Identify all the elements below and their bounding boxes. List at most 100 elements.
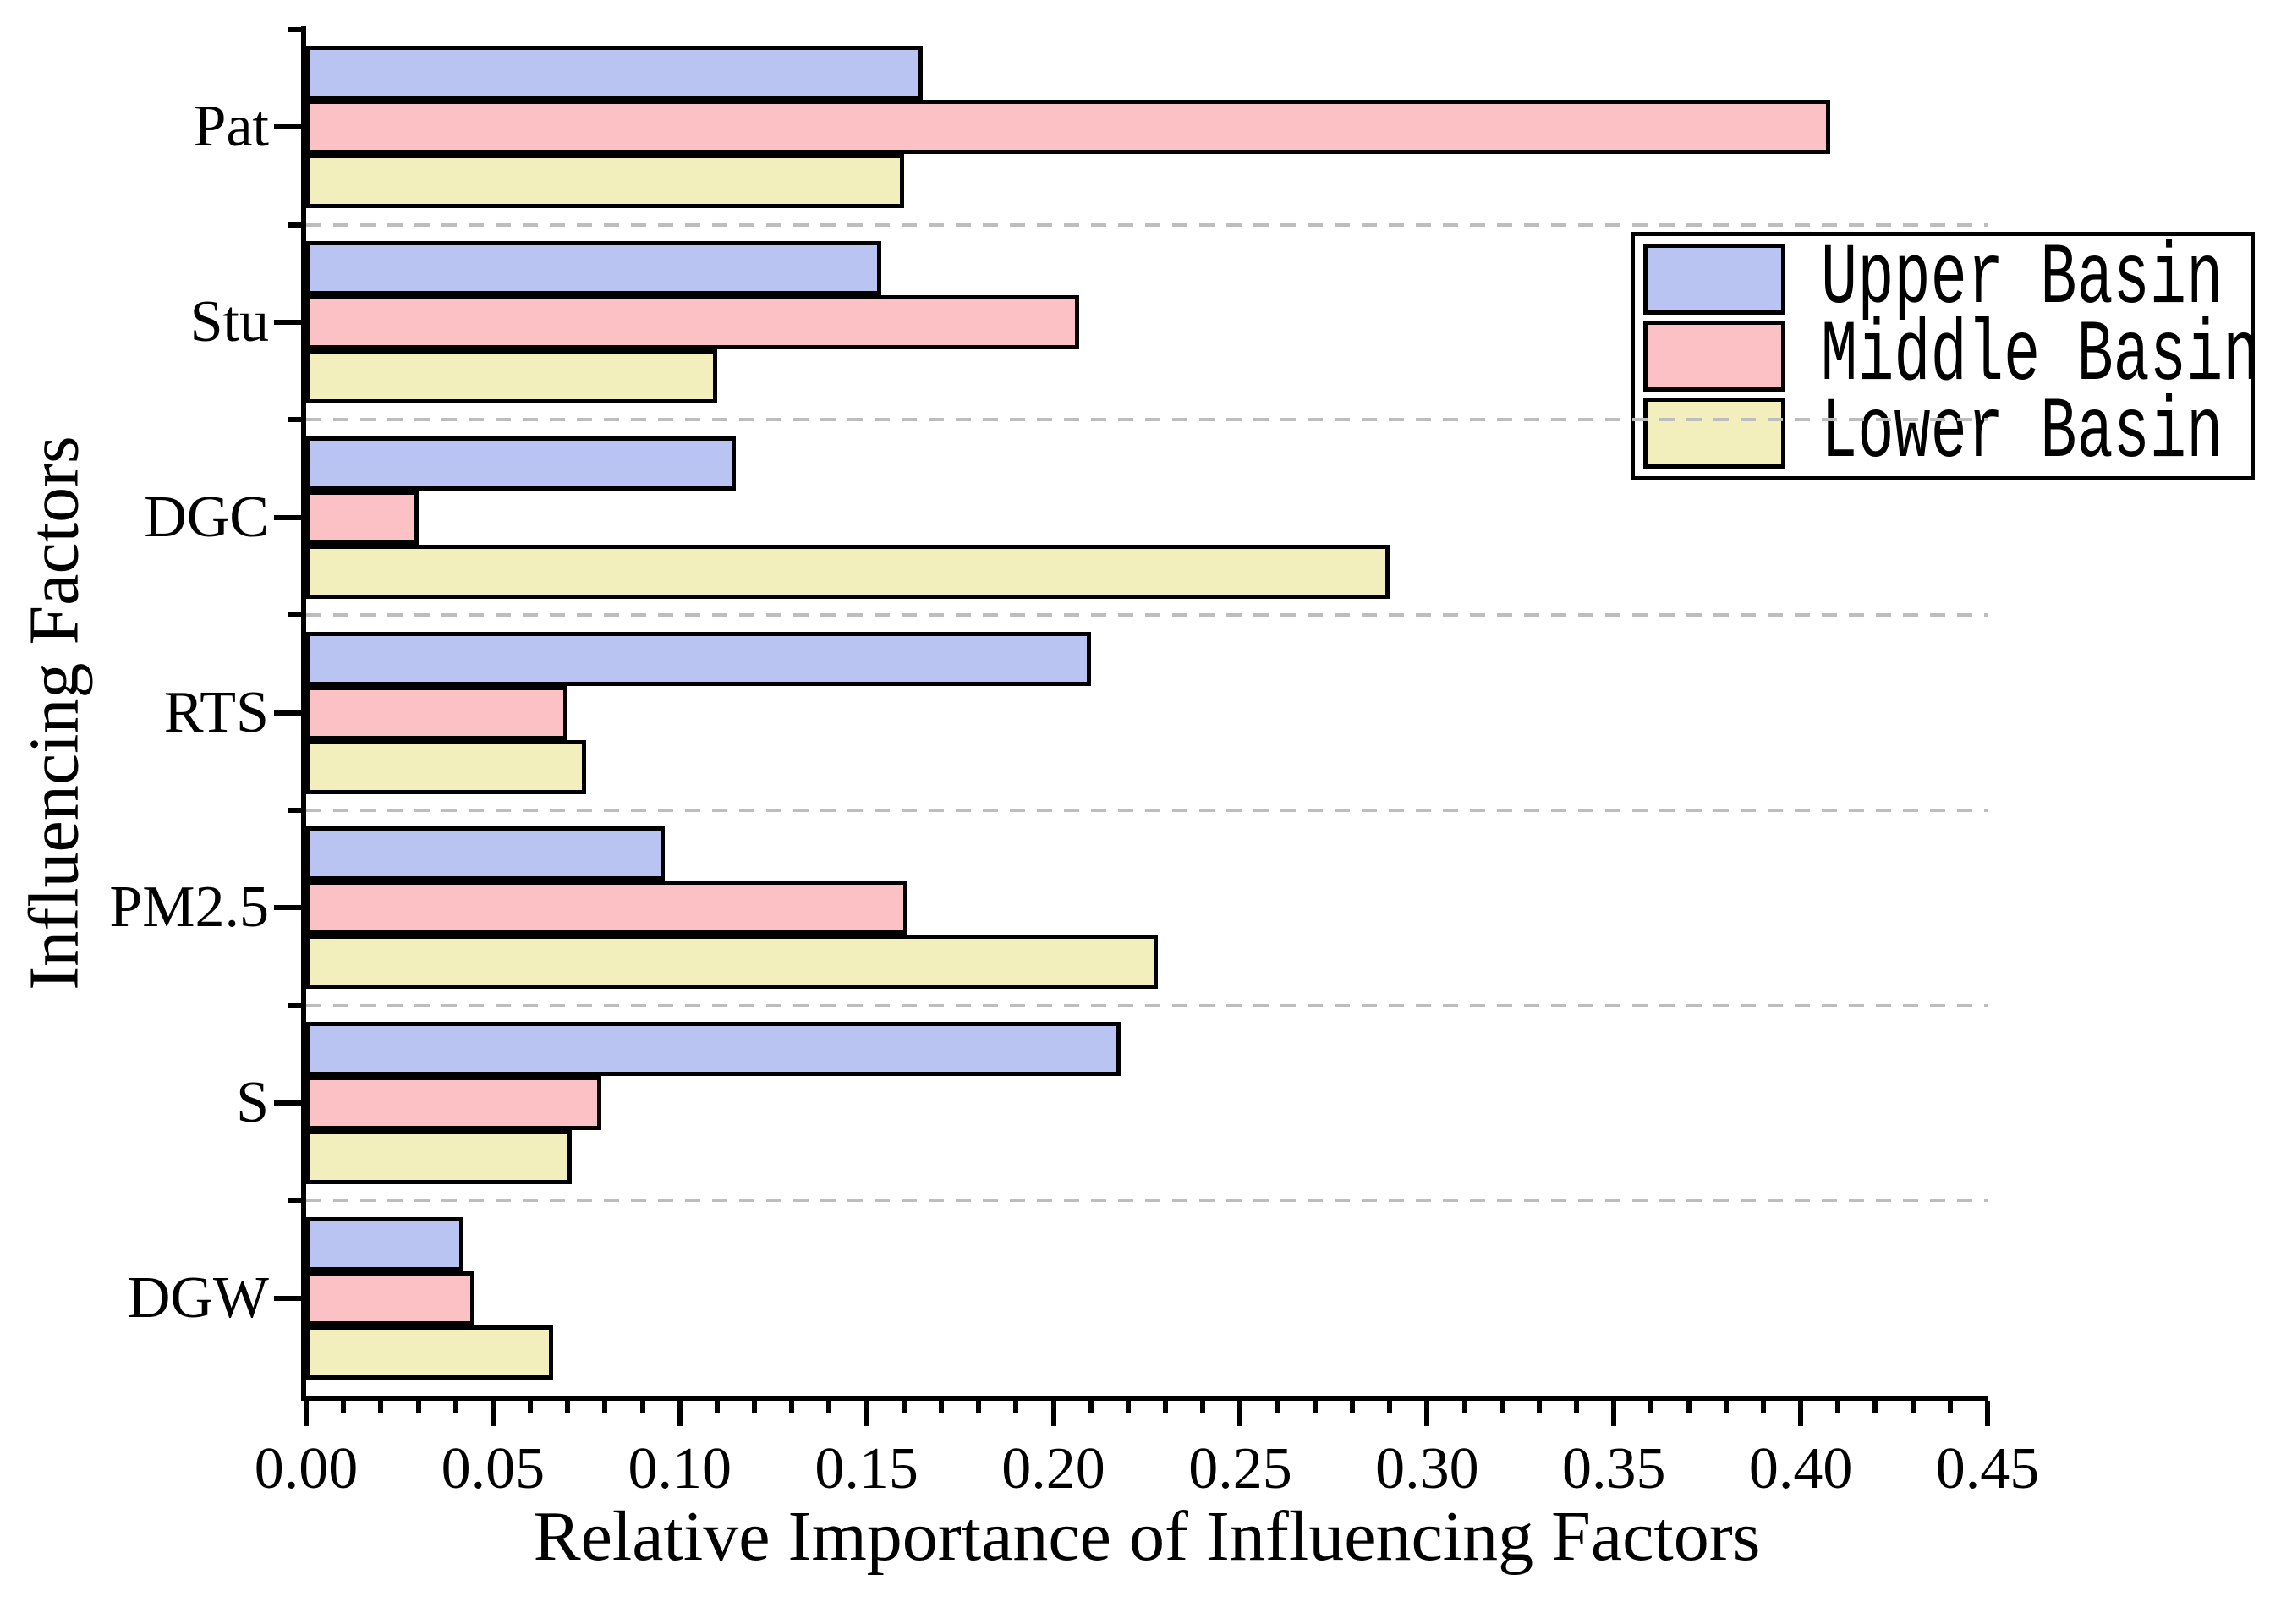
bar-pat-lower-basin [306,154,904,209]
legend-item-upper-basin: Upper Basin [1643,236,2251,322]
x-minor-tick [1648,1401,1654,1413]
x-tick-label: 0.20 [1001,1436,1105,1501]
legend: Upper Basin Middle Basin Lower Basin [1631,232,2259,480]
x-tick-label: 0.15 [814,1436,918,1501]
x-minor-tick [1200,1401,1206,1413]
bar-dgc-middle-basin [306,490,419,545]
bar-dgc-lower-basin [306,544,1390,599]
x-minor-tick [602,1401,608,1413]
y-major-tick [274,1295,301,1301]
x-major-tick [1050,1401,1056,1426]
x-minor-tick [1349,1401,1355,1413]
x-minor-tick [1686,1401,1692,1413]
x-minor-tick [1461,1401,1467,1413]
legend-swatch-middle-basin [1643,321,1785,392]
y-minor-tick [288,222,301,228]
x-minor-tick [1387,1401,1393,1413]
legend-label-upper-basin: Upper Basin [1821,229,2223,329]
bar-dgc-upper-basin [306,436,737,491]
legend-swatch-upper-basin [1643,244,1785,315]
x-tick-label: 0.40 [1748,1436,1853,1501]
bar-s-middle-basin [306,1075,601,1130]
bar-rts-upper-basin [306,631,1091,686]
legend-item-middle-basin: Middle Basin [1643,313,2259,399]
y-major-tick [274,905,301,911]
y-major-tick [274,710,301,716]
x-tick-label: 0.30 [1375,1436,1479,1501]
bar-pat-upper-basin [306,46,923,101]
x-minor-tick [789,1401,795,1413]
y-major-tick [274,514,301,520]
x-minor-tick [1088,1401,1094,1413]
x-tick-label: 0.45 [1935,1436,2040,1501]
x-axis-title: Relative Importance of Influencing Facto… [533,1497,1761,1576]
legend-item-lower-basin: Lower Basin [1643,390,2251,476]
x-major-tick [864,1401,869,1426]
x-major-tick [1798,1401,1804,1426]
x-minor-tick [1872,1401,1878,1413]
x-major-tick [490,1401,496,1426]
gridline [306,1003,1988,1007]
x-minor-tick [752,1401,758,1413]
x-minor-tick [1275,1401,1280,1413]
x-minor-tick [826,1401,832,1413]
x-minor-tick [1723,1401,1729,1413]
x-major-tick [1424,1401,1430,1426]
x-minor-tick [1499,1401,1505,1413]
x-minor-tick [1536,1401,1542,1413]
bar-pm25-upper-basin [306,826,666,881]
y-minor-tick [288,27,301,32]
bar-pat-middle-basin [306,100,1831,155]
x-major-tick [1985,1401,1990,1426]
gridline [306,808,1988,812]
legend-label-lower-basin: Lower Basin [1821,383,2223,483]
x-tick-label: 0.05 [441,1436,546,1501]
y-major-tick [274,1100,301,1106]
category-label-dgc: DGC [144,484,269,550]
legend-swatch-lower-basin [1643,398,1785,469]
x-tick-label: 0.10 [628,1436,732,1501]
x-axis-spine [301,1396,1988,1401]
bar-stu-middle-basin [306,295,1080,350]
y-minor-tick [288,612,301,618]
category-label-dgw: DGW [127,1265,269,1330]
x-minor-tick [714,1401,720,1413]
x-minor-tick [1910,1401,1916,1413]
y-axis-spine [301,26,306,1401]
gridline [306,222,1988,227]
x-major-tick [1611,1401,1617,1426]
x-minor-tick [1013,1401,1019,1413]
bar-dgw-lower-basin [306,1325,553,1380]
category-label-pat: Pat [193,94,269,160]
x-minor-tick [1163,1401,1169,1413]
y-minor-tick [288,1002,301,1008]
x-minor-tick [1125,1401,1131,1413]
bar-s-upper-basin [306,1021,1121,1076]
x-major-tick [677,1401,683,1426]
bar-stu-upper-basin [306,241,882,296]
x-minor-tick [528,1401,534,1413]
x-minor-tick [639,1401,645,1413]
gridline [306,1199,1988,1203]
bar-rts-middle-basin [306,685,568,740]
x-minor-tick [1947,1401,1953,1413]
bar-pm25-lower-basin [306,935,1159,990]
bar-stu-lower-basin [306,349,717,404]
y-minor-tick [288,1198,301,1204]
gridline [306,418,1988,422]
x-minor-tick [1574,1401,1580,1413]
category-label-rts: RTS [163,679,269,745]
x-minor-tick [1835,1401,1841,1413]
y-major-tick [274,124,301,130]
y-minor-tick [288,417,301,423]
x-minor-tick [378,1401,384,1413]
x-minor-tick [565,1401,571,1413]
bar-rts-lower-basin [306,739,587,794]
x-tick-label: 0.35 [1561,1436,1666,1501]
x-minor-tick [901,1401,907,1413]
bar-s-lower-basin [306,1129,572,1184]
x-minor-tick [452,1401,458,1413]
bar-pm25-middle-basin [306,881,908,935]
category-label-s: S [236,1069,269,1135]
